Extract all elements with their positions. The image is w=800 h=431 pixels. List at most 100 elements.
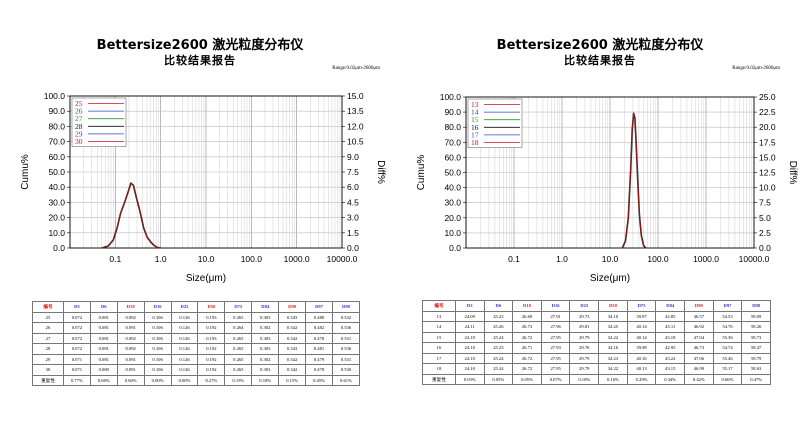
table-cell: 58.73	[741, 331, 771, 343]
table-header-cell: D6	[89, 301, 118, 313]
table-cell: 29.81	[569, 321, 600, 333]
table-cell: 26.69	[512, 310, 542, 322]
diff-curve-series-overlay	[101, 182, 161, 249]
table-row: 15 24.10 25.24 26.72 27.95 29.79 34.22 40.14 43.…	[422, 331, 771, 343]
legend-entry-label: 26	[75, 107, 83, 116]
table-cell: 0.072	[62, 322, 91, 334]
table-cell: 0.192	[197, 343, 226, 355]
table-cell: 47.04	[684, 331, 714, 343]
legend-entry-label: 28	[75, 122, 83, 131]
report-title: Bettersize2600 激光粒度分布仪	[496, 38, 704, 53]
table-cell: 0.193	[197, 332, 226, 344]
table-cell: 25.24	[483, 352, 514, 364]
table-cell: 0.192	[197, 322, 226, 334]
table-cell: 0.081	[89, 322, 118, 334]
table-cell: 58.79	[741, 352, 771, 364]
y-right-tick-label: 15.0	[759, 152, 776, 162]
y-right-tick-label: 17.5	[759, 137, 776, 147]
table-cell: 27	[32, 332, 64, 344]
table-cell: 34.22	[598, 331, 628, 343]
table-cell: 58.09	[741, 310, 771, 322]
table-row: 25 0.072 0.081 0.092 0.106 0.126 0.193 0.265 0.3…	[32, 311, 361, 323]
table-cell: 42.85	[655, 310, 686, 322]
table-cell: 0.532	[331, 311, 361, 323]
y-right-tick-label: 10.0	[759, 183, 776, 193]
y-left-tick-label: 80.0	[444, 122, 461, 132]
table-cell: 27.95	[540, 331, 571, 343]
table-header-cell: D84	[251, 301, 280, 313]
table-cell: 0.192	[197, 364, 226, 376]
table-cell: 0.106	[143, 332, 172, 344]
table-cell: 54.53	[712, 310, 743, 322]
table-cell: 0.092	[116, 311, 145, 323]
y-right-tick-label: 20.0	[759, 122, 776, 132]
table-cell: 0.126	[170, 364, 199, 376]
table-cell: 0.302	[251, 353, 280, 365]
y-right-tick-label: 6.0	[347, 182, 359, 192]
results-table-left: 编号 D3 D6 D10 D16 D25 D50 D75 D84 D90 D97 D98 25 0.072…	[32, 301, 361, 386]
legend-box	[71, 97, 127, 147]
table-cell: 46.73	[684, 342, 714, 354]
table-cell: 43.15	[655, 363, 686, 375]
table-header-cell: D3	[454, 300, 485, 312]
x-tick-label: 1.0	[155, 254, 167, 264]
y-right-tick-label: 12.0	[347, 121, 364, 131]
table-cell: 39.87	[626, 310, 657, 322]
table-row: 16 24.10 25.23 26.71 27.93 29.76 34.16 39.98 42.…	[422, 342, 771, 354]
table-header-cell: D10	[116, 301, 145, 313]
table-header-cell: D98	[331, 301, 361, 313]
x-tick-label: 0.1	[109, 254, 121, 264]
table-cell: 29.79	[569, 363, 600, 375]
table-cell: 54.74	[712, 342, 743, 354]
table-cell: 0.072	[62, 332, 91, 344]
y-right-tick-label: 1.5	[347, 228, 359, 238]
table-cell: 16	[422, 342, 456, 354]
chart-right: 0.0 10.0 20.0 30.0 40.0 50.0 60.0 70.0 80.0 90.0 1…	[416, 92, 798, 284]
table-cell: 24.11	[454, 321, 485, 333]
table-cell: 14	[422, 321, 456, 333]
table-cell: 47.06	[684, 352, 714, 364]
legend-entry-label: 17	[471, 130, 479, 139]
table-cell: 重复性	[32, 374, 64, 386]
table-row: 26 0.072 0.081 0.091 0.106 0.126 0.192 0.264 0.3…	[32, 322, 361, 334]
range-text: Range:0.02μm-2600μm	[332, 66, 380, 71]
table-cell: 40.14	[626, 321, 657, 333]
table-cell: 0.265	[224, 353, 253, 365]
diff-curve-series	[621, 112, 647, 249]
y-right-tick-label: 0.0	[759, 243, 771, 253]
table-cell: 24.10	[454, 352, 485, 364]
table-cell: 43.18	[655, 331, 686, 343]
table-cell: 0.303	[251, 364, 280, 376]
x-axis-label: Size(μm)	[186, 273, 226, 284]
table-cell: 0.29%	[626, 373, 657, 385]
table-cell: 0.15%	[224, 374, 253, 386]
table-cell: 24.10	[454, 363, 485, 375]
table-cell: 0.303	[251, 343, 280, 355]
y-left-tick-label: 30.0	[444, 198, 461, 208]
table-cell: 34.23	[598, 352, 628, 364]
table-header-cell: 编号	[422, 300, 456, 312]
table-cell: 0.092	[116, 343, 145, 355]
table-header-cell: D84	[655, 300, 686, 312]
table-cell: 40.16	[626, 352, 657, 364]
x-tick-label: 100.0	[647, 254, 669, 264]
x-tick-label: 1.0	[556, 254, 568, 264]
x-tick-label: 1000.0	[693, 254, 719, 264]
report-subtitle: 比较结果报告	[564, 54, 636, 67]
y-right-tick-label: 4.5	[347, 197, 359, 207]
y-right-tick-label: 9.0	[347, 152, 359, 162]
x-tick-label: 1000.0	[284, 254, 310, 264]
table-cell: 25.24	[483, 331, 514, 343]
table-cell: 46.57	[684, 310, 714, 322]
y-right-tick-label: 7.5	[759, 198, 771, 208]
table-header-cell: D97	[305, 301, 333, 313]
table-cell: 42.95	[655, 342, 686, 354]
table-cell: 40.13	[626, 363, 657, 375]
table-header-cell: D50	[598, 300, 628, 312]
report-panel-right: Bettersize2600 激光粒度分布仪 比较结果报告 Range:0.02…	[400, 0, 800, 431]
table-cell: 0.478	[305, 332, 333, 344]
table-row: 27 0.072 0.081 0.092 0.106 0.126 0.193 0.265 0.3…	[32, 332, 361, 344]
table-cell: 0.00%	[170, 374, 199, 386]
report-subtitle: 比较结果报告	[164, 54, 236, 67]
table-cell: 0.531	[331, 353, 361, 365]
